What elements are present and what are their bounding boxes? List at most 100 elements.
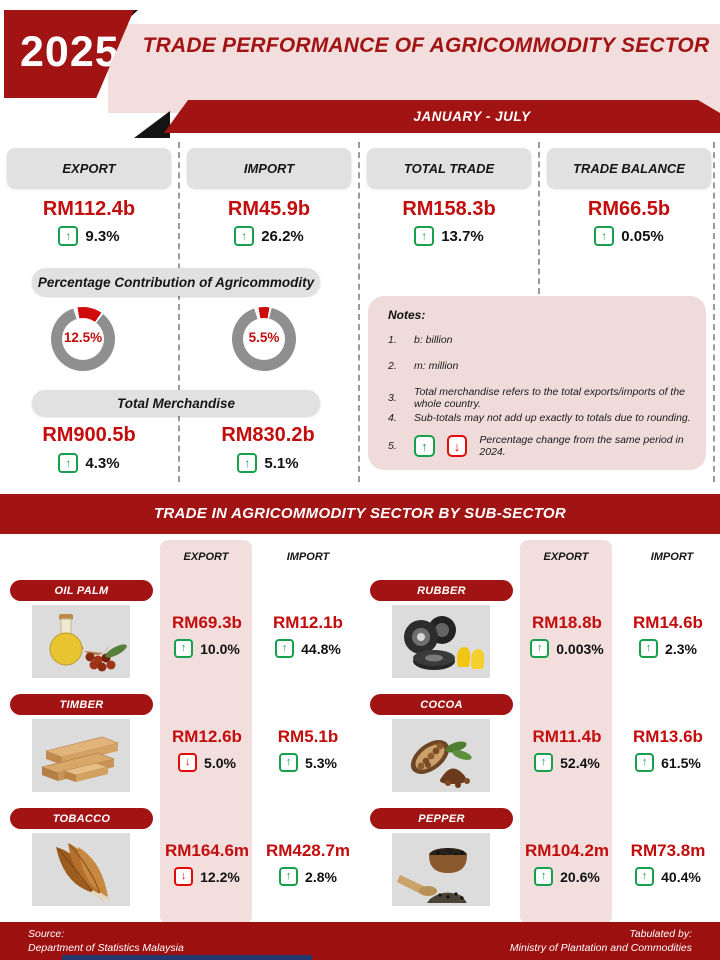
- timber-import: RM5.1b ↑ 5.3%: [258, 727, 358, 772]
- rubber-import: RM14.6b ↑ 2.3%: [618, 613, 718, 658]
- up-arrow-icon: ↑: [414, 226, 435, 246]
- note-item: 1. b: billion: [388, 334, 696, 346]
- contribution-title-pill: Percentage Contribution of Agricommodity: [32, 268, 320, 296]
- export-column-strip-right: [520, 540, 612, 924]
- up-arrow-icon: ↑: [530, 639, 550, 658]
- footer-tabulated-value: Ministry of Plantation and Commodities: [509, 942, 692, 954]
- divider-dashed-3: [538, 142, 540, 294]
- tobacco-image: [32, 833, 130, 906]
- trade-balance-header-pill: TRADE BALANCE: [547, 148, 711, 188]
- subsector-card-tobacco: TOBACCO RM164.6m ↓ 12.2% RM428.7m ↑: [0, 808, 360, 918]
- up-arrow-icon: ↑: [635, 867, 655, 886]
- tobacco-import-change: ↑ 2.8%: [258, 867, 358, 886]
- subsector-card-rubber: RUBBER RM18.8b ↑ 0.003% RM14.6b: [360, 580, 720, 690]
- divider-dashed-1: [178, 142, 180, 482]
- column-header-import-left: IMPORT: [286, 551, 330, 563]
- tobacco-label-pill: TOBACCO: [10, 808, 153, 829]
- period-banner: JANUARY - JULY: [164, 100, 720, 133]
- trade-balance-change: ↑ 0.05%: [547, 226, 711, 246]
- up-arrow-icon: ↑: [639, 639, 659, 658]
- import-change: ↑ 26.2%: [187, 226, 351, 246]
- divider-dashed-4: [713, 142, 715, 482]
- export-contribution-donut-chart: 12.5%: [51, 307, 115, 371]
- pepper-export-change: ↑ 20.6%: [510, 867, 624, 886]
- notes-title: Notes:: [388, 308, 426, 322]
- up-arrow-icon: ↑: [279, 867, 299, 886]
- summary-card-trade-balance: TRADE BALANCE RM66.5b ↑ 0.05%: [547, 142, 711, 262]
- note-item: 2. m: million: [388, 360, 696, 372]
- subsector-card-pepper: PEPPER RM104.2m ↑ 20.6%: [360, 808, 720, 918]
- oil-palm-export-value: RM69.3b: [172, 613, 242, 632]
- oil-palm-export-change: ↑ 10.0%: [150, 639, 264, 658]
- total-trade-header-pill: TOTAL TRADE: [367, 148, 531, 188]
- change-pct: 10.0%: [200, 640, 240, 657]
- change-pct: 12.2%: [200, 868, 240, 885]
- note-item: 3. Total merchandise refers to the total…: [388, 386, 696, 410]
- rubber-import-value: RM14.6b: [633, 613, 703, 632]
- note-text: m: million: [414, 360, 459, 372]
- note-number: 2.: [388, 360, 397, 372]
- change-pct: 61.5%: [661, 754, 701, 771]
- rubber-image: [392, 605, 490, 678]
- footer-source-label: Source:: [28, 928, 65, 940]
- note-item: 5. ↑ ↓ Percentage change from the same p…: [388, 434, 696, 458]
- import-value: RM45.9b: [227, 198, 311, 220]
- change-pct: 20.6%: [560, 868, 600, 885]
- change-pct: 5.0%: [204, 754, 236, 771]
- cocoa-export-change: ↑ 52.4%: [510, 753, 624, 772]
- timber-export: RM12.6b ↓ 5.0%: [150, 727, 264, 772]
- cocoa-export-value: RM11.4b: [532, 727, 602, 746]
- tobacco-export: RM164.6m ↓ 12.2%: [150, 841, 264, 886]
- total-trade-value: RM158.3b: [402, 198, 496, 220]
- tobacco-import: RM428.7m ↑ 2.8%: [258, 841, 358, 886]
- rubber-label-pill: RUBBER: [370, 580, 513, 601]
- total-trade-change-pct: 13.7%: [441, 227, 484, 245]
- subsector-banner: TRADE IN AGRICOMMODITY SECTOR BY SUB-SEC…: [0, 494, 720, 534]
- timber-import-value: RM5.1b: [277, 727, 339, 746]
- rubber-export-value: RM18.8b: [532, 613, 602, 632]
- timber-export-value: RM12.6b: [172, 727, 242, 746]
- change-pct: 40.4%: [661, 868, 701, 885]
- pepper-import-change: ↑ 40.4%: [618, 867, 718, 886]
- merchandise-export-change-pct: 4.3%: [85, 454, 120, 472]
- donut-hole: [62, 318, 104, 360]
- merchandise-import-change: ↑ 5.1%: [201, 453, 335, 473]
- change-pct: 44.8%: [301, 640, 341, 657]
- up-arrow-icon: ↑: [58, 453, 79, 473]
- up-arrow-icon: ↑: [275, 639, 295, 658]
- summary-card-import: IMPORT RM45.9b ↑ 26.2%: [187, 142, 351, 262]
- oil-palm-label-pill: OIL PALM: [10, 580, 153, 601]
- change-pct: 5.3%: [305, 754, 337, 771]
- notes-box: Notes: 1. b: billion 2. m: million 3. To…: [368, 296, 706, 470]
- note-item: 4. Sub-totals may not add up exactly to …: [388, 412, 696, 424]
- rubber-export: RM18.8b ↑ 0.003%: [510, 613, 624, 658]
- import-contribution-pct: 5.5%: [248, 330, 280, 345]
- pepper-image: [392, 833, 490, 906]
- header-banner: [108, 24, 720, 113]
- oil-palm-image: [32, 605, 130, 678]
- up-arrow-icon: ↑: [635, 753, 655, 772]
- summary-card-export: EXPORT RM112.4b ↑ 9.3%: [7, 142, 171, 262]
- merchandise-export: RM900.5b ↑ 4.3%: [22, 424, 156, 473]
- export-header-pill: EXPORT: [7, 148, 171, 188]
- up-arrow-icon: ↑: [174, 639, 194, 658]
- year-label: 2025: [20, 28, 120, 76]
- bottom-accent-bar: [62, 955, 312, 960]
- export-change-pct: 9.3%: [85, 227, 120, 245]
- oil-palm-export: RM69.3b ↑ 10.0%: [150, 613, 264, 658]
- subsector-card-oil-palm: OIL PALM RM69.3b ↑ 10.0% RM12.1b: [0, 580, 360, 690]
- note-number: 4.: [388, 412, 397, 424]
- tobacco-export-change: ↓ 12.2%: [150, 867, 264, 886]
- footer-source: Source: Department of Statistics Malaysi…: [28, 927, 184, 955]
- export-change: ↑ 9.3%: [7, 226, 171, 246]
- rubber-export-change: ↑ 0.003%: [510, 639, 624, 658]
- up-arrow-icon: ↑: [237, 453, 258, 473]
- oil-palm-import-change: ↑ 44.8%: [258, 639, 358, 658]
- timber-label-pill: TIMBER: [10, 694, 153, 715]
- up-arrow-icon: ↑: [534, 753, 554, 772]
- page-title: TRADE PERFORMANCE OF AGRICOMMODITY SECTO…: [142, 34, 710, 57]
- cocoa-export: RM11.4b ↑ 52.4%: [510, 727, 624, 772]
- trade-balance-change-pct: 0.05%: [621, 227, 664, 245]
- cocoa-import-change: ↑ 61.5%: [618, 753, 718, 772]
